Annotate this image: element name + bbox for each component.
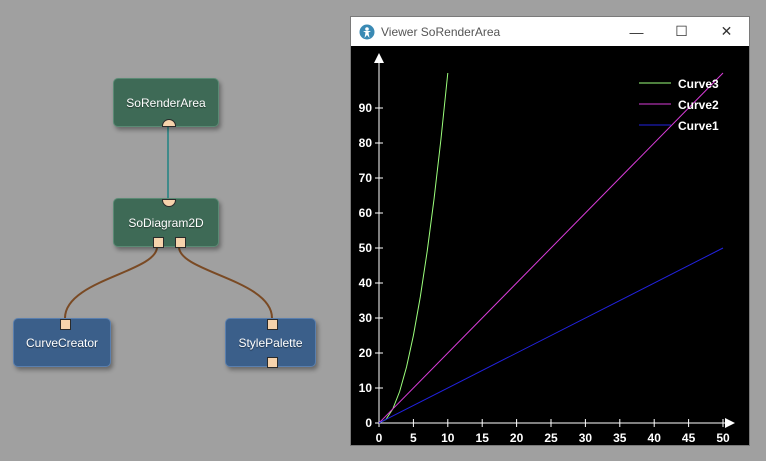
series-line-curve3 — [378, 72, 449, 424]
close-icon: ✕ — [720, 23, 733, 39]
x-tick-label: 50 — [716, 431, 730, 445]
legend-label: Curve1 — [678, 119, 719, 133]
output-port[interactable] — [267, 319, 278, 330]
title-bar[interactable]: Viewer SoRenderArea — ☐ ✕ — [351, 17, 749, 46]
input-port-2[interactable] — [175, 237, 186, 248]
connection-diagram-stylepalette — [178, 246, 273, 319]
x-tick-label: 5 — [410, 431, 417, 445]
minimize-button[interactable]: — — [614, 17, 659, 46]
series-line-curve1 — [378, 247, 724, 424]
x-tick-label: 35 — [613, 431, 627, 445]
module-sodiagram2d[interactable]: SoDiagram2D — [113, 198, 219, 248]
input-port-1[interactable] — [153, 237, 164, 248]
module-curvecreator[interactable]: CurveCreator — [13, 318, 111, 367]
series-line-curve2 — [378, 72, 724, 424]
x-axis-arrow — [725, 418, 735, 428]
close-button[interactable]: ✕ — [704, 17, 749, 46]
legend-label: Curve3 — [678, 77, 719, 91]
module-label: SoDiagram2D — [128, 215, 204, 230]
x-tick-label: 30 — [579, 431, 593, 445]
viewer-window: Viewer SoRenderArea — ☐ ✕ 0 5 10 15 20 25 30 35… — [350, 16, 750, 446]
input-port[interactable] — [162, 119, 176, 127]
x-tick-label: 0 — [376, 431, 383, 445]
y-tick-label: 20 — [359, 346, 373, 360]
app-icon — [359, 24, 375, 39]
y-tick-label: 90 — [359, 101, 373, 115]
x-tick-label: 10 — [441, 431, 455, 445]
x-tick-label: 45 — [682, 431, 696, 445]
maximize-button[interactable]: ☐ — [659, 17, 704, 46]
maximize-icon: ☐ — [675, 23, 688, 39]
output-port[interactable] — [162, 199, 176, 207]
y-tick-label: 60 — [359, 206, 373, 220]
y-tick-label: 0 — [365, 416, 372, 430]
y-tick-label: 70 — [359, 171, 373, 185]
module-stylepalette[interactable]: StylePalette — [225, 318, 316, 368]
module-label: CurveCreator — [25, 335, 99, 350]
legend-label: Curve2 — [678, 98, 719, 112]
connection-diagram-curvecreator — [64, 246, 158, 319]
window-title: Viewer SoRenderArea — [381, 24, 501, 39]
y-tick-label: 30 — [359, 311, 373, 325]
module-label: StylePalette — [238, 335, 303, 350]
x-tick-label: 15 — [476, 431, 490, 445]
minimize-icon: — — [629, 23, 644, 40]
y-axis-arrow — [374, 53, 384, 63]
module-sorenderarea[interactable]: SoRenderArea — [113, 78, 219, 127]
y-tick-label: 40 — [359, 276, 373, 290]
x-tick-label: 25 — [544, 431, 558, 445]
x-tick-label: 20 — [510, 431, 524, 445]
y-tick-label: 80 — [359, 136, 373, 150]
y-tick-label: 10 — [359, 381, 373, 395]
output-port[interactable] — [60, 319, 71, 330]
x-tick-label: 40 — [648, 431, 662, 445]
module-label: SoRenderArea — [126, 95, 206, 110]
y-tick-label: 50 — [359, 241, 373, 255]
plot-area[interactable]: 0 5 10 15 20 25 30 35 40 45 50 0 10 20 30 40 50 60 70 80 90 C… — [351, 46, 749, 445]
input-port[interactable] — [267, 357, 278, 368]
